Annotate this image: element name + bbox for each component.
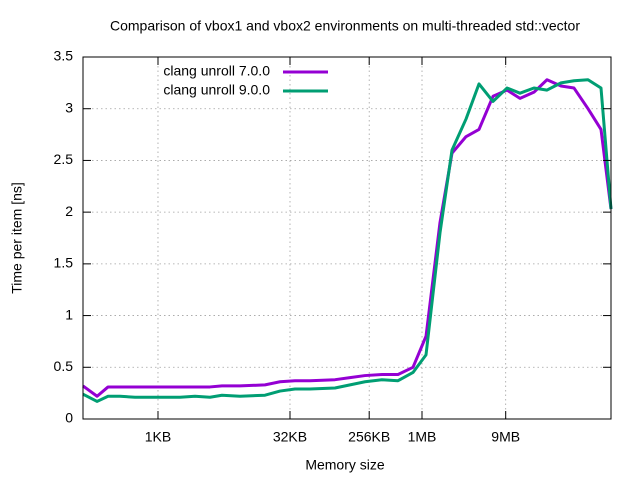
legend-label: clang unroll 7.0.0 [163,63,270,79]
y-tick-label: 3.5 [54,48,74,64]
y-tick-label: 3 [65,99,73,115]
series-line [82,78,613,398]
y-tick-label: 0.5 [54,358,74,374]
chart-title: Comparison of vbox1 and vbox2 environmen… [110,18,580,34]
y-tick-label: 2.5 [54,151,74,167]
y-tick-label: 2 [65,203,73,219]
y-axis-label: Time per item [ns] [9,182,25,294]
series-line [82,78,613,403]
plot-frame [82,56,612,420]
y-tick-label: 1.5 [54,255,74,271]
plot-area [82,78,613,403]
legend-label: clang unroll 9.0.0 [163,82,270,98]
x-tick-label: 1MB [408,429,437,445]
grid [83,57,611,419]
x-tick-label: 1KB [145,429,171,445]
x-tick-label: 256KB [348,429,390,445]
y-tick-label: 1 [65,306,73,322]
x-tick-label: 32KB [273,429,307,445]
y-tick-label: 0 [65,410,73,426]
x-axis-label: Memory size [305,457,385,473]
x-tick-label: 9MB [491,429,520,445]
